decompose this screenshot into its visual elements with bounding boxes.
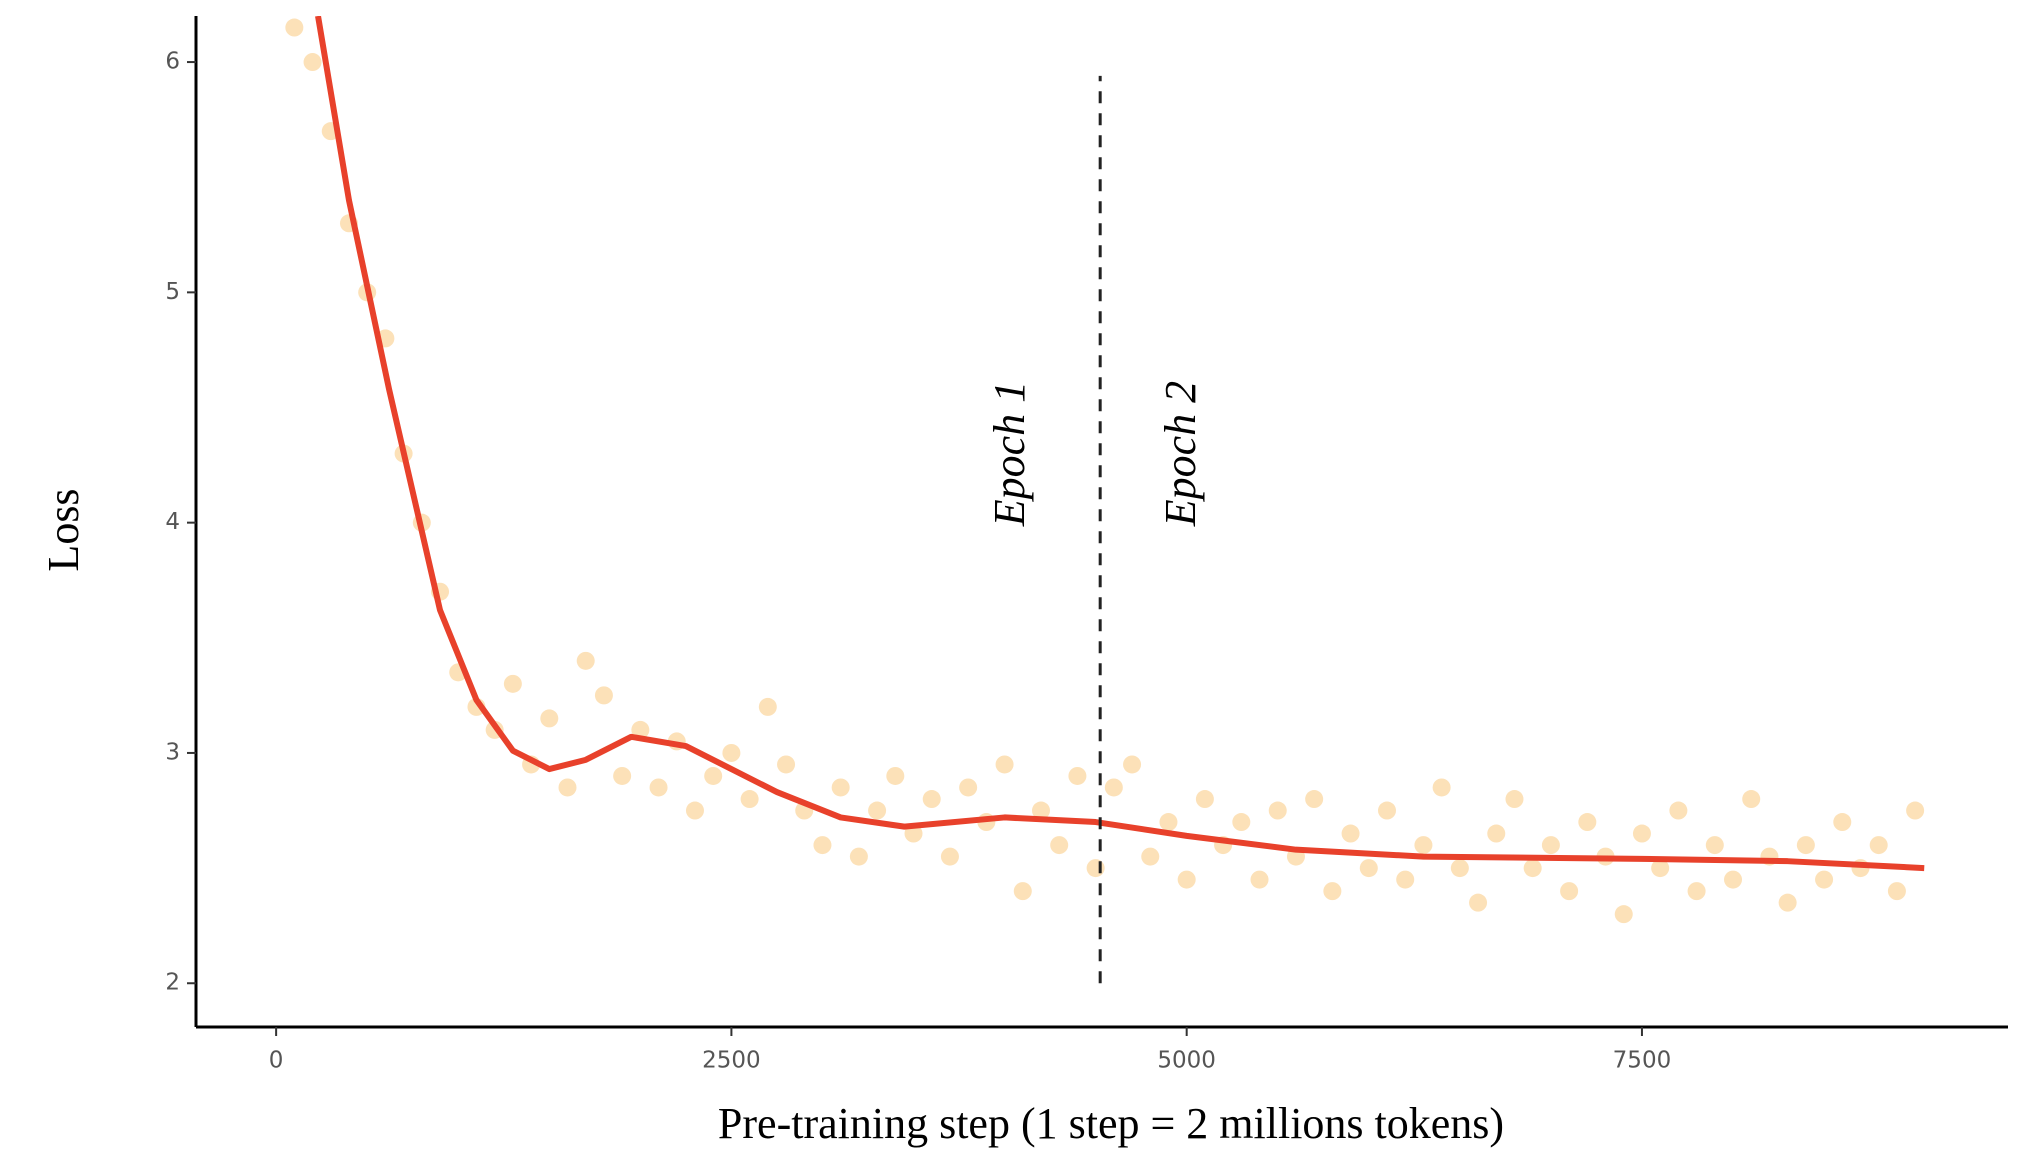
- point: [1505, 790, 1524, 809]
- point: [1687, 882, 1706, 901]
- point: [1541, 836, 1560, 855]
- point: [1869, 836, 1888, 855]
- point: [558, 778, 577, 797]
- point: [1906, 801, 1925, 820]
- point: [685, 801, 704, 820]
- point: [940, 847, 959, 866]
- point: [613, 766, 632, 785]
- point: [1359, 859, 1378, 878]
- point: [1068, 766, 1087, 785]
- point: [1614, 905, 1633, 924]
- point: [831, 778, 850, 797]
- point: [1232, 813, 1251, 832]
- point: [594, 686, 613, 705]
- point: [649, 778, 668, 797]
- x-tick-label: 0: [269, 1048, 284, 1074]
- point: [1651, 859, 1670, 878]
- point: [1323, 882, 1342, 901]
- point: [922, 790, 941, 809]
- point: [1815, 870, 1834, 889]
- y-tick-label: 2: [165, 970, 180, 996]
- point: [1833, 813, 1852, 832]
- point: [777, 755, 796, 774]
- point: [1669, 801, 1688, 820]
- y-tick-label: 6: [165, 49, 180, 75]
- point: [303, 53, 322, 72]
- point: [503, 674, 522, 693]
- point: [631, 720, 650, 739]
- point: [1887, 882, 1906, 901]
- point: [285, 18, 304, 37]
- point: [540, 709, 559, 728]
- y-axis-title: Loss: [39, 488, 88, 571]
- smooth-line: [315, 16, 1925, 872]
- point: [1742, 790, 1761, 809]
- point: [1396, 870, 1415, 889]
- point: [995, 755, 1014, 774]
- x-tick-label: 5000: [1157, 1048, 1216, 1074]
- point: [1050, 836, 1069, 855]
- point: [1378, 801, 1397, 820]
- point: [1123, 755, 1142, 774]
- point: [1632, 824, 1651, 843]
- point: [886, 766, 905, 785]
- x-axis-title: Pre-training step (1 step = 2 millions t…: [718, 1099, 1504, 1148]
- point: [1031, 801, 1050, 820]
- point: [576, 651, 595, 670]
- annotation: Epoch 1: [985, 381, 1034, 527]
- point: [1177, 870, 1196, 889]
- point: [959, 778, 978, 797]
- x-tick-label: 7500: [1613, 1048, 1672, 1074]
- point: [704, 766, 723, 785]
- point: [1250, 870, 1269, 889]
- point: [1086, 859, 1105, 878]
- point: [1450, 859, 1469, 878]
- point: [1013, 882, 1032, 901]
- point: [1560, 882, 1579, 901]
- point: [868, 801, 887, 820]
- point: [758, 697, 777, 716]
- point: [1159, 813, 1178, 832]
- point: [1523, 859, 1542, 878]
- point: [1341, 824, 1360, 843]
- point: [1487, 824, 1506, 843]
- y-tick-label: 4: [165, 509, 180, 535]
- point: [1705, 836, 1724, 855]
- point: [1432, 778, 1451, 797]
- point: [1195, 790, 1214, 809]
- annotation: Epoch 2: [1156, 381, 1205, 527]
- point: [1414, 836, 1433, 855]
- point: [1104, 778, 1123, 797]
- point: [1305, 790, 1324, 809]
- point: [1724, 870, 1743, 889]
- x-tick-label: 2500: [702, 1048, 761, 1074]
- point: [1578, 813, 1597, 832]
- point: [722, 743, 741, 762]
- y-tick-label: 5: [165, 279, 180, 305]
- point: [849, 847, 868, 866]
- point: [1796, 836, 1815, 855]
- point: [1778, 893, 1797, 912]
- point: [1469, 893, 1488, 912]
- point: [1141, 847, 1160, 866]
- point: [740, 790, 759, 809]
- point: [813, 836, 832, 855]
- y-tick-label: 3: [165, 739, 180, 765]
- point: [1268, 801, 1287, 820]
